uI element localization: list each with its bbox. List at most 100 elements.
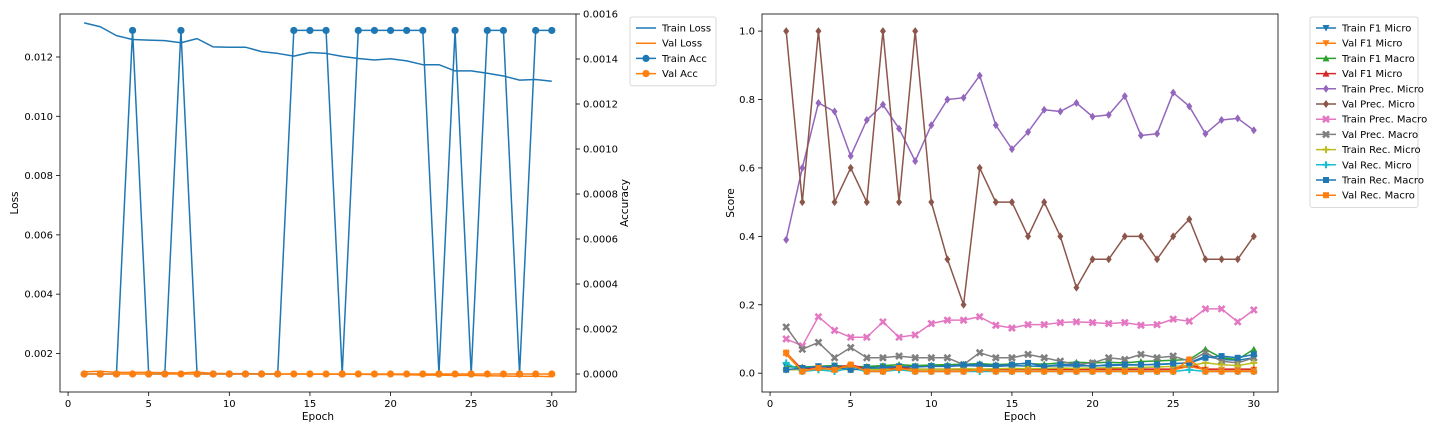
series-val-prec-micro	[783, 27, 1257, 309]
y-tick-label: 0.004	[24, 290, 53, 301]
data-point	[1025, 232, 1032, 241]
x-tick-label: 20	[384, 399, 397, 410]
data-point	[943, 316, 952, 325]
data-point	[911, 353, 920, 362]
data-point	[338, 370, 346, 378]
data-point	[306, 370, 314, 378]
y-tick-label: 0.8	[739, 95, 755, 106]
data-point	[992, 362, 999, 369]
series-line	[785, 74, 1255, 240]
data-point	[435, 370, 443, 378]
data-point	[451, 370, 459, 378]
loss-accuracy-chart: 0 5 10 15 20 25 30 0.002 0.004 0.006 0.008 0.010 0.0…	[9, 10, 717, 423]
data-point	[1186, 359, 1193, 366]
data-point	[1186, 102, 1193, 111]
data-point	[960, 361, 967, 368]
data-point	[1186, 215, 1193, 224]
data-point	[128, 26, 137, 35]
data-point	[992, 368, 999, 375]
legend-marker	[1322, 115, 1330, 124]
data-point	[1185, 366, 1193, 374]
data-point	[782, 323, 791, 331]
data-point	[846, 343, 855, 352]
x-tick-label: 5	[848, 399, 854, 410]
data-point	[1186, 356, 1193, 363]
series-line	[84, 22, 552, 83]
data-point	[1154, 129, 1161, 138]
data-point	[1169, 315, 1178, 324]
data-point	[96, 370, 104, 378]
data-point	[1008, 198, 1015, 207]
legend-entry: Train F1 Macro	[1341, 54, 1415, 65]
x-tick-label: 30	[545, 399, 558, 410]
data-point	[1202, 129, 1209, 138]
data-point	[1137, 232, 1144, 241]
legend-entry: Train Rec. Micro	[1341, 145, 1421, 156]
series-train-prec-macro	[782, 304, 1258, 350]
data-point	[928, 198, 935, 207]
data-point	[911, 330, 920, 339]
data-point	[515, 370, 524, 378]
data-point	[992, 121, 999, 130]
data-point	[306, 26, 314, 35]
data-point	[1121, 368, 1128, 375]
data-point	[928, 121, 935, 130]
legend-marker	[1322, 25, 1330, 32]
data-point	[322, 26, 330, 35]
x-tick-label: 25	[1167, 399, 1180, 410]
legend-marker	[642, 70, 650, 78]
data-point	[960, 300, 967, 309]
x-tick-label: 0	[65, 399, 71, 410]
data-point	[403, 26, 411, 35]
data-point	[799, 365, 806, 372]
data-point	[499, 26, 508, 35]
data-point	[879, 365, 886, 372]
legend-entry: Val F1 Micro	[1342, 69, 1402, 80]
data-point	[846, 333, 855, 342]
data-point	[1202, 354, 1209, 361]
plot-frame	[59, 13, 577, 393]
data-point	[1072, 317, 1081, 326]
data-point	[322, 370, 330, 378]
data-point	[177, 26, 185, 35]
data-point	[879, 100, 886, 109]
data-point	[912, 364, 919, 371]
data-point	[1041, 363, 1048, 370]
data-point	[1121, 361, 1128, 368]
data-point	[1057, 368, 1064, 375]
data-point	[782, 359, 790, 367]
data-point	[879, 353, 887, 362]
data-point	[193, 370, 201, 378]
data-point	[1137, 321, 1145, 330]
legend-entry: Train Rec. Macro	[1341, 176, 1424, 187]
data-point	[815, 27, 822, 36]
data-point	[1137, 368, 1144, 375]
data-point	[1025, 359, 1032, 366]
data-point	[1025, 128, 1032, 137]
x-tick-label: 10	[925, 399, 938, 410]
data-point	[799, 368, 806, 375]
y2-tick-label: 0.0002	[583, 325, 618, 336]
data-point	[912, 27, 919, 36]
data-point	[241, 370, 250, 378]
data-point	[783, 235, 790, 244]
y-tick-label: 0.012	[24, 52, 53, 63]
data-point	[928, 363, 935, 370]
series-line	[84, 29, 552, 375]
y-tick-label: 0.008	[24, 171, 53, 182]
data-point	[782, 335, 791, 343]
data-point	[944, 368, 951, 375]
legend-entry: Val Rec. Micro	[1342, 160, 1412, 171]
data-point	[1089, 368, 1096, 375]
series-train-acc	[80, 26, 556, 378]
x-tick-label: 25	[465, 399, 478, 410]
data-point	[1201, 348, 1210, 357]
data-point	[912, 157, 919, 166]
data-point	[1088, 318, 1097, 327]
data-point	[976, 71, 983, 80]
legend-entry: Train F1 Micro	[1341, 24, 1411, 35]
data-point	[1104, 319, 1113, 328]
data-point	[783, 349, 790, 356]
y2-tick-label: 0.0016	[583, 10, 618, 21]
data-point	[944, 95, 951, 104]
